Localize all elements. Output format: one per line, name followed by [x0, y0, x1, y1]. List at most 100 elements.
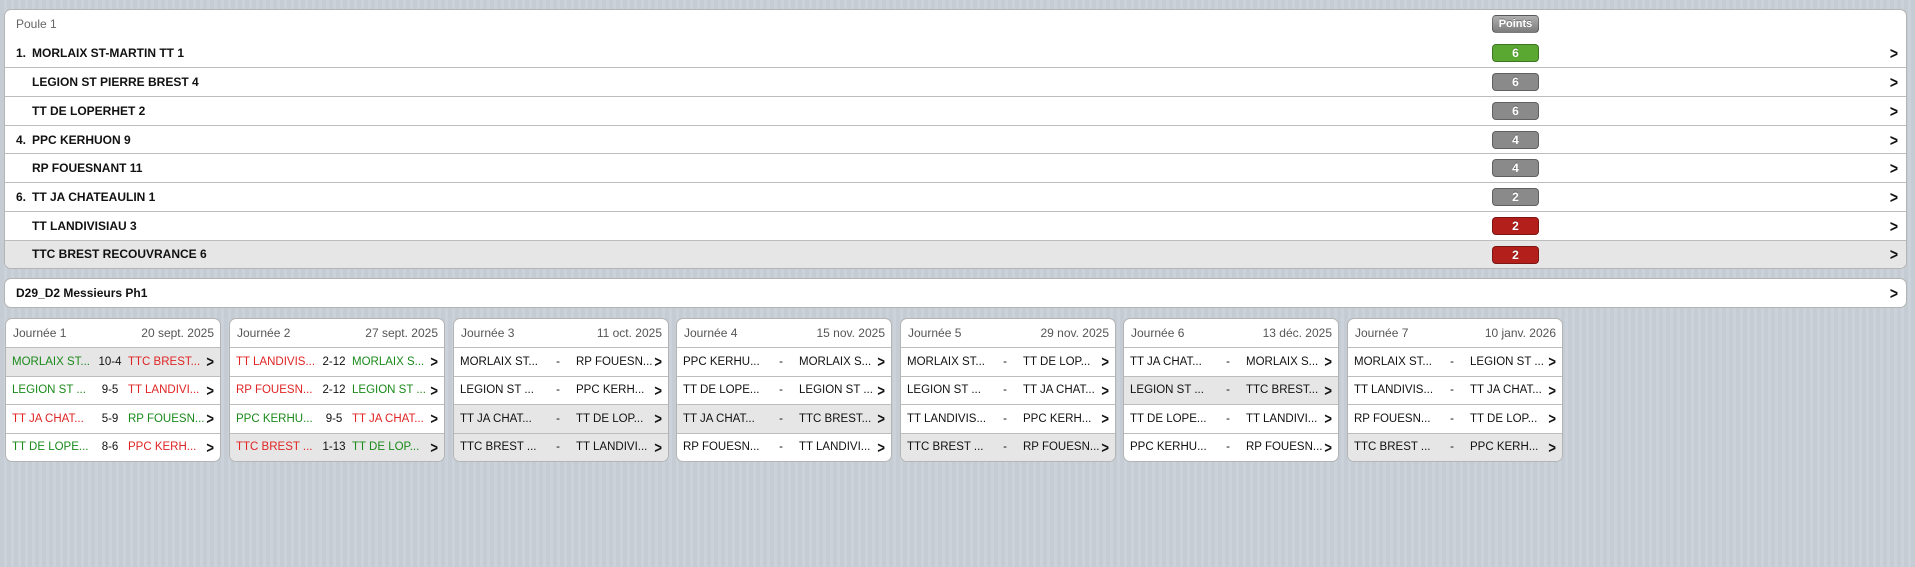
team-row[interactable]: RP FOUESNANT 11 4 >	[5, 153, 1906, 182]
match-row[interactable]: TT DE LOPE... - LEGION ST ... >	[677, 375, 891, 405]
away-team: MORLAIX S...	[799, 355, 872, 368]
journee-label: Journée 6	[1131, 326, 1185, 340]
team-name: TTC BREST RECOUVRANCE 6	[32, 247, 207, 262]
team-name: TT LANDIVISIAU 3	[32, 218, 137, 233]
away-team: TT JA CHAT...	[1023, 384, 1095, 397]
chevron-right-icon: >	[1101, 381, 1109, 400]
journee-card: Journée 7 10 janv. 2026 MORLAIX ST... - LEGI…	[1347, 318, 1563, 462]
away-team: MORLAIX S...	[1246, 355, 1319, 368]
chevron-right-icon: >	[1889, 244, 1898, 264]
chevron-right-icon: >	[1548, 381, 1556, 400]
chevron-right-icon: >	[430, 381, 438, 400]
chevron-right-icon: >	[430, 352, 438, 371]
home-team: LEGION ST ...	[1130, 384, 1204, 397]
journee-label: Journée 5	[908, 326, 962, 340]
team-row[interactable]: TT LANDIVISIAU 3 2 >	[5, 210, 1906, 240]
team-row[interactable]: TT DE LOPERHET 2 6 >	[5, 96, 1906, 125]
match-row[interactable]: PPC KERHU... - RP FOUESN... >	[1124, 432, 1338, 462]
chevron-right-icon: >	[1101, 409, 1109, 428]
home-team: LEGION ST ...	[12, 384, 86, 397]
division-title: D29_D2 Messieurs Ph1	[16, 286, 148, 300]
match-row[interactable]: TT JA CHAT... - TTC BREST... >	[677, 404, 891, 433]
away-team: PPC KERH...	[1023, 412, 1092, 425]
team-row[interactable]: 6. TT JA CHATEAULIN 1 2 >	[5, 182, 1906, 211]
home-team: TTC BREST ...	[460, 441, 537, 454]
match-row[interactable]: TT DE LOPE... - TT LANDIVI... >	[1124, 404, 1338, 433]
points-badge: 4	[1492, 159, 1539, 178]
chevron-right-icon: >	[206, 409, 214, 428]
match-row[interactable]: RP FOUESN... 2-12 LEGION ST ... >	[230, 375, 444, 405]
match-row[interactable]: MORLAIX ST... - LEGION ST ... >	[1348, 347, 1562, 376]
away-team: TTC BREST...	[128, 355, 201, 368]
match-score: -	[1450, 441, 1454, 454]
match-score: -	[1003, 441, 1007, 454]
match-score: 1-13	[322, 441, 346, 454]
match-row[interactable]: TTC BREST ... - RP FOUESN... >	[901, 432, 1115, 461]
match-score: -	[779, 412, 783, 425]
chevron-right-icon: >	[1548, 409, 1556, 428]
match-row[interactable]: TT LANDIVIS... 2-12 MORLAIX S... >	[230, 347, 444, 376]
match-row[interactable]: MORLAIX ST... - TT DE LOP... >	[901, 347, 1115, 376]
team-row[interactable]: 4. PPC KERHUON 9 4 >	[5, 124, 1906, 154]
points-badge: 2	[1492, 216, 1539, 235]
points-badge: 6	[1492, 102, 1539, 121]
match-row[interactable]: TT JA CHAT... 5-9 RP FOUESN... >	[6, 404, 220, 433]
match-row[interactable]: TT JA CHAT... - TT DE LOP... >	[454, 404, 668, 433]
match-score: 9-5	[325, 412, 343, 425]
match-row[interactable]: MORLAIX ST... 10-4 TTC BREST... >	[6, 347, 220, 376]
match-score: -	[1450, 355, 1454, 368]
journee-date: 15 nov. 2025	[816, 326, 885, 340]
team-name: TT DE LOPERHET 2	[32, 103, 146, 118]
match-row[interactable]: TT LANDIVIS... - TT JA CHAT... >	[1348, 375, 1562, 405]
match-row[interactable]: LEGION ST ... - PPC KERH... >	[454, 375, 668, 405]
team-row[interactable]: LEGION ST PIERRE BREST 4 6 >	[5, 67, 1906, 96]
away-team: LEGION ST ...	[352, 384, 426, 397]
match-score: -	[779, 355, 783, 368]
chevron-right-icon: >	[1101, 438, 1109, 457]
away-team: TTC BREST...	[799, 412, 872, 425]
match-row[interactable]: LEGION ST ... 9-5 TT LANDIVI... >	[6, 375, 220, 405]
away-team: TT JA CHAT...	[1470, 384, 1542, 397]
chevron-right-icon: >	[206, 381, 214, 400]
team-row[interactable]: TTC BREST RECOUVRANCE 6 2 >	[5, 239, 1906, 269]
match-row[interactable]: TTC BREST ... - PPC KERH... >	[1348, 432, 1562, 461]
home-team: RP FOUESN...	[1354, 412, 1431, 425]
team-row[interactable]: 1. MORLAIX ST-MARTIN TT 1 6 >	[5, 39, 1906, 68]
match-row[interactable]: MORLAIX ST... - RP FOUESN... >	[454, 347, 668, 376]
chevron-right-icon: >	[654, 409, 662, 428]
match-score: 10-4	[98, 355, 122, 368]
journee-card: Journée 4 15 nov. 2025 PPC KERHU... - MORLAI…	[676, 318, 892, 462]
chevron-right-icon: >	[1889, 187, 1898, 207]
points-badge: 6	[1492, 73, 1539, 92]
match-row[interactable]: PPC KERHU... - MORLAIX S... >	[677, 347, 891, 376]
match-row[interactable]: PPC KERHU... 9-5 TT JA CHAT... >	[230, 404, 444, 433]
chevron-right-icon: >	[1548, 438, 1556, 457]
match-row[interactable]: TT LANDIVIS... - PPC KERH... >	[901, 404, 1115, 433]
match-row[interactable]: TTC BREST ... - TT LANDIVI... >	[454, 432, 668, 461]
home-team: TT LANDIVIS...	[236, 355, 316, 368]
match-row[interactable]: TTC BREST ... 1-13 TT DE LOP... >	[230, 432, 444, 461]
home-team: TTC BREST ...	[1354, 441, 1431, 454]
match-score: -	[1003, 355, 1007, 368]
journee-date: 13 déc. 2025	[1262, 326, 1332, 340]
journee-header: Journée 6 13 déc. 2025	[1124, 319, 1338, 347]
chevron-right-icon: >	[206, 352, 214, 371]
chevron-right-icon: >	[1889, 43, 1898, 63]
journee-card: Journée 5 29 nov. 2025 MORLAIX ST... - TT DE…	[900, 318, 1116, 462]
chevron-right-icon: >	[1324, 409, 1332, 428]
home-team: TTC BREST ...	[907, 441, 984, 454]
match-row[interactable]: RP FOUESN... - TT LANDIVI... >	[677, 432, 891, 462]
journee-header: Journée 4 15 nov. 2025	[677, 319, 891, 347]
chevron-right-icon: >	[877, 438, 885, 457]
home-team: TT DE LOPE...	[1130, 412, 1207, 425]
away-team: TT LANDIVI...	[799, 441, 871, 454]
team-name: PPC KERHUON 9	[32, 132, 131, 147]
match-row[interactable]: TT DE LOPE... 8-6 PPC KERH... >	[6, 432, 220, 462]
match-row[interactable]: RP FOUESN... - TT DE LOP... >	[1348, 404, 1562, 433]
division-link[interactable]: D29_D2 Messieurs Ph1 >	[4, 278, 1907, 308]
away-team: TT DE LOP...	[1023, 355, 1091, 368]
match-row[interactable]: LEGION ST ... - TTC BREST... >	[1124, 375, 1338, 404]
match-row[interactable]: TT JA CHAT... - MORLAIX S... >	[1124, 347, 1338, 376]
match-score: -	[556, 384, 560, 397]
match-row[interactable]: LEGION ST ... - TT JA CHAT... >	[901, 375, 1115, 405]
